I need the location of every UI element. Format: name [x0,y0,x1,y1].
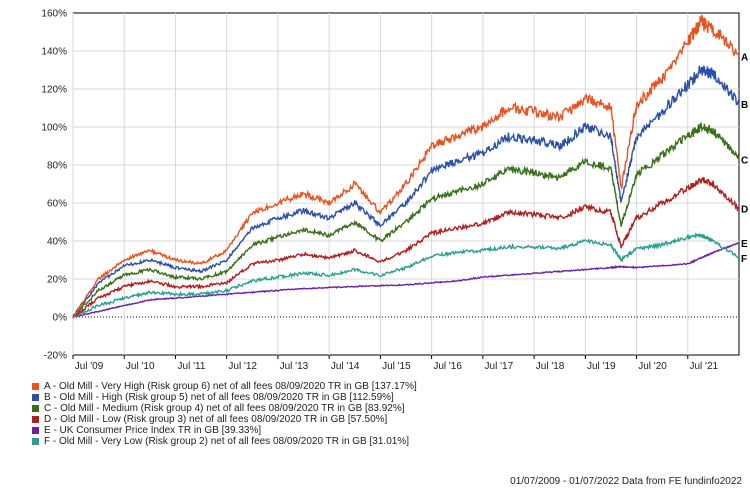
legend-item: F - Old Mill - Very Low (Risk group 2) n… [32,436,417,447]
gridlines [72,13,739,355]
end-label-c: C [741,155,748,166]
y-tick-label: 0% [53,313,68,324]
end-label-b: B [741,100,748,111]
legend-label: F - Old Mill - Very Low (Risk group 2) n… [44,436,409,447]
x-tick-label: Jul '11 [178,361,206,372]
end-label-e: E [741,239,748,250]
x-tick-label: Jul '10 [126,361,155,372]
series-line-d [72,176,740,317]
y-tick-label: 80% [47,161,67,172]
series-line-f [72,232,739,319]
series-lines [72,13,740,319]
legend-label: C - Old Mill - Medium (Risk group 4) net… [44,403,405,414]
series-line-a [72,13,740,319]
footer-date-range: 01/07/2009 - 01/07/2022 Data from FE fun… [510,476,742,487]
y-axis-ticks: -20% 0% 20% 40% 60% 80% 100% 120% 140% 160% [41,9,67,362]
x-tick-label: Jul '12 [228,361,257,372]
legend-item: E - UK Consumer Price Index TR in GB [39… [32,425,417,436]
legend-label: D - Old Mill - Low (Risk group 3) net of… [44,414,388,425]
series-line-c [72,122,740,319]
series-line-b [72,64,740,318]
x-tick-label: Jul '20 [638,361,667,372]
legend-swatch [32,405,39,412]
end-label-d: D [741,205,748,216]
x-tick-label: Jul '13 [280,361,309,372]
y-tick-label: -20% [44,351,67,362]
end-label-a: A [741,53,748,64]
y-tick-label: 20% [47,275,67,286]
y-tick-label: 120% [41,85,67,96]
legend-label: A - Old Mill - Very High (Risk group 6) … [44,381,417,392]
legend-item: D - Old Mill - Low (Risk group 3) net of… [32,414,417,425]
performance-chart: -20% 0% 20% 40% 60% 80% 100% 120% 140% 160% Jul '… [41,9,748,373]
legend: A - Old Mill - Very High (Risk group 6) … [32,381,417,447]
y-tick-label: 40% [47,237,67,248]
x-tick-label: Jul '15 [382,361,411,372]
x-tick-label: Jul '21 [689,361,718,372]
legend-swatch [32,394,39,401]
plot-area [72,12,740,356]
y-tick-label: 160% [41,9,67,20]
legend-swatch [32,438,39,445]
legend-swatch [32,416,39,423]
legend-label: E - UK Consumer Price Index TR in GB [39… [44,425,262,436]
legend-swatch [32,427,39,434]
x-tick-label: Jul '19 [587,361,616,372]
y-tick-label: 140% [41,47,67,58]
legend-item: C - Old Mill - Medium (Risk group 4) net… [32,403,417,414]
series-end-labels: EF D C B A [741,53,748,265]
x-tick-label: Jul '17 [485,361,514,372]
end-label-f: F [741,254,747,265]
x-tick-label: Jul '14 [331,361,360,372]
legend-item: A - Old Mill - Very High (Risk group 6) … [32,381,417,392]
x-tick-label: Jul '16 [433,361,462,372]
x-axis-ticks: Jul '09 Jul '10 Jul '11 Jul '12 Jul '13 Jul '… [72,355,719,372]
legend-swatch [32,383,39,390]
y-tick-label: 100% [41,123,67,134]
y-tick-label: 60% [47,199,67,210]
x-tick-label: Jul '09 [75,361,104,372]
x-tick-label: Jul '18 [536,361,565,372]
legend-label: B - Old Mill - High (Risk group 5) net o… [44,392,394,403]
legend-item: B - Old Mill - High (Risk group 5) net o… [32,392,417,403]
